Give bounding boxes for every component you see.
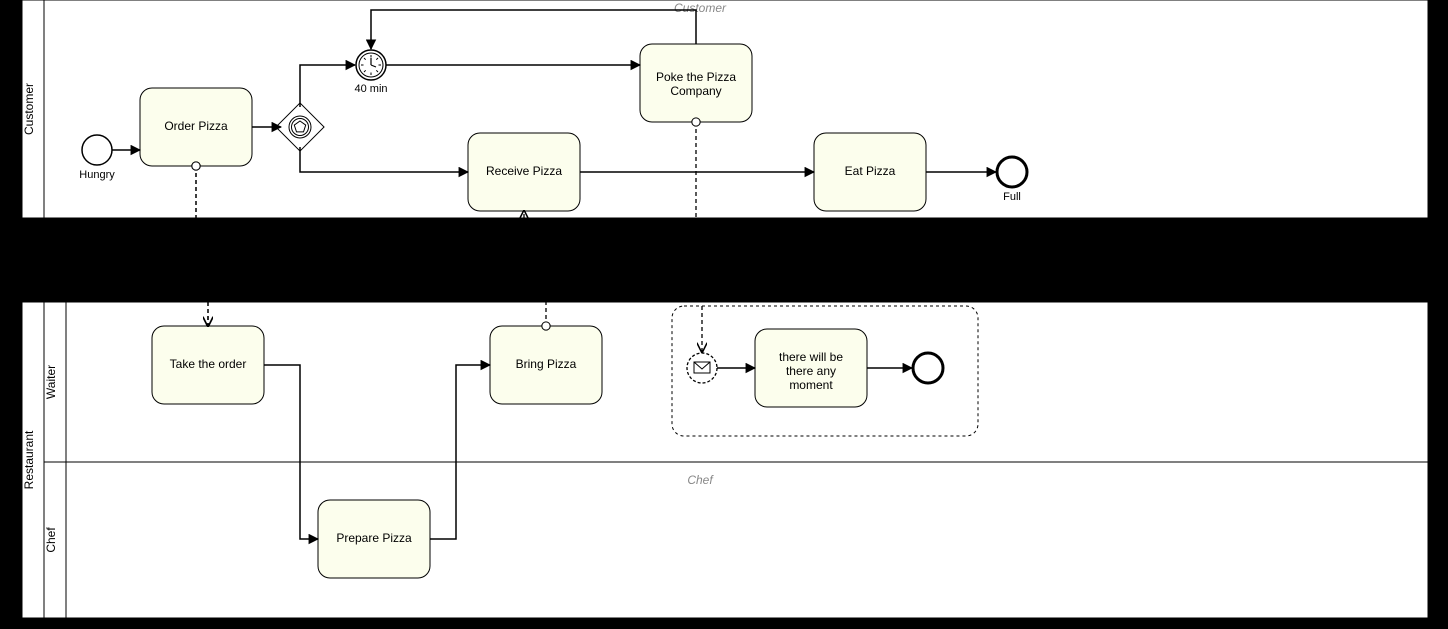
task-eat-pizza-label: Eat Pizza <box>845 164 896 178</box>
task-willbe-line3: moment <box>789 378 833 392</box>
task-willbe-line1: there will be <box>779 350 843 364</box>
watermark-customer: Customer <box>674 1 727 15</box>
timer-event-label: 40 min <box>354 83 387 95</box>
task-order-pizza-label: Order Pizza <box>164 119 228 133</box>
task-take-order-label: Take the order <box>170 357 247 371</box>
start-event-hungry-label: Hungry <box>79 169 115 181</box>
task-poke-line1: Poke the Pizza <box>656 70 736 84</box>
task-receive-pizza: Receive Pizza <box>468 133 580 211</box>
task-will-be-there: there will be there any moment <box>755 329 867 407</box>
task-poke-line2: Company <box>670 84 721 98</box>
subprocess-end-event <box>913 353 943 383</box>
task-bring-pizza-label: Bring Pizza <box>516 357 577 371</box>
task-receive-pizza-label: Receive Pizza <box>486 164 562 178</box>
task-prepare-pizza: Prepare Pizza <box>318 500 430 578</box>
task-bring-pizza: Bring Pizza <box>490 326 602 404</box>
task-order-pizza: Order Pizza <box>140 88 252 166</box>
task-prepare-pizza-label: Prepare Pizza <box>336 531 412 545</box>
message-start-event <box>687 353 717 383</box>
watermark-chef: Chef <box>687 473 714 487</box>
lane-chef-label: Chef <box>44 527 58 553</box>
start-event-hungry: Hungry <box>79 135 115 181</box>
task-poke-company: Poke the Pizza Company <box>640 44 752 122</box>
msg-order-to-take-gap <box>196 218 208 302</box>
pool-restaurant-label: Restaurant <box>22 430 36 489</box>
pool-customer-label: Customer <box>22 83 36 135</box>
bpmn-diagram: Customer Customer Hungry Order Pizza <box>0 0 1448 629</box>
task-eat-pizza: Eat Pizza <box>814 133 926 211</box>
timer-event-40min: 40 min <box>354 50 387 95</box>
pool-customer: Customer Customer Hungry Order Pizza <box>22 0 1428 218</box>
pool-restaurant: Restaurant Waiter Chef Chef Take the ord… <box>22 302 1428 618</box>
lane-waiter-label: Waiter <box>44 365 58 399</box>
task-willbe-line2: there any <box>786 364 836 378</box>
task-take-order: Take the order <box>152 326 264 404</box>
end-event-full-label: Full <box>1003 191 1021 203</box>
